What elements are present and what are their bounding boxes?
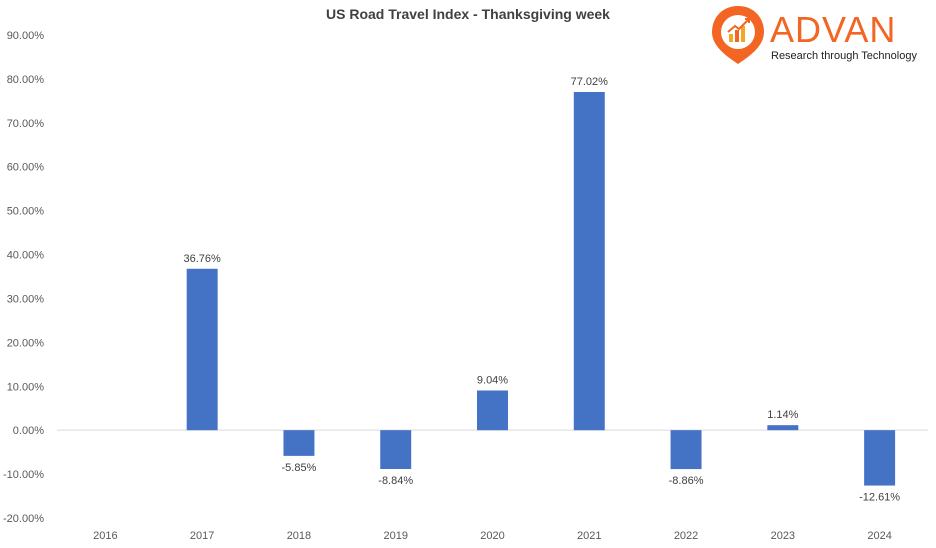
x-tick-label: 2024 [867, 530, 891, 542]
data-label: -5.85% [282, 462, 317, 474]
y-tick-label: 60.00% [7, 162, 45, 174]
x-tick-label: 2016 [93, 530, 117, 542]
data-label: -8.84% [378, 475, 413, 487]
bar [283, 430, 315, 456]
bar [380, 430, 412, 469]
x-tick-label: 2021 [577, 530, 601, 542]
x-tick-label: 2020 [480, 530, 504, 542]
bar [670, 430, 702, 470]
y-tick-label: -20.00% [3, 513, 44, 525]
y-tick-label: 40.00% [7, 250, 45, 262]
y-tick-label: -10.00% [3, 469, 44, 481]
y-tick-label: 70.00% [7, 118, 45, 130]
bar [186, 268, 218, 431]
data-label: 1.14% [767, 409, 798, 421]
x-tick-label: 2023 [771, 530, 795, 542]
data-label: 77.02% [571, 76, 609, 88]
chart-title: US Road Travel Index - Thanksgiving week [326, 6, 610, 22]
y-tick-label: 20.00% [7, 337, 45, 349]
data-label: 9.04% [477, 374, 508, 386]
x-tick-label: 2022 [674, 530, 698, 542]
data-label: 36.76% [184, 253, 222, 265]
advan-logo: ADVAN Research through Technology [708, 4, 930, 66]
data-label: -8.86% [669, 475, 704, 487]
x-tick-label: 2017 [190, 530, 214, 542]
bar [573, 91, 605, 431]
logo-tagline: Research through Technology [771, 50, 917, 62]
y-tick-label: 0.00% [13, 425, 44, 437]
bar [864, 430, 896, 486]
x-tick-label: 2018 [287, 530, 311, 542]
x-tick-label: 2019 [383, 530, 407, 542]
y-tick-label: 90.00% [7, 30, 45, 42]
y-tick-label: 30.00% [7, 293, 45, 305]
bar [477, 390, 508, 431]
data-label: -12.61% [859, 492, 900, 504]
y-tick-label: 10.00% [7, 381, 45, 393]
bar [767, 425, 799, 431]
y-tick-label: 50.00% [7, 206, 45, 218]
location-pin-chart-icon [712, 6, 764, 64]
y-tick-label: 80.00% [7, 74, 45, 86]
logo-wordmark: ADVAN [770, 9, 897, 50]
